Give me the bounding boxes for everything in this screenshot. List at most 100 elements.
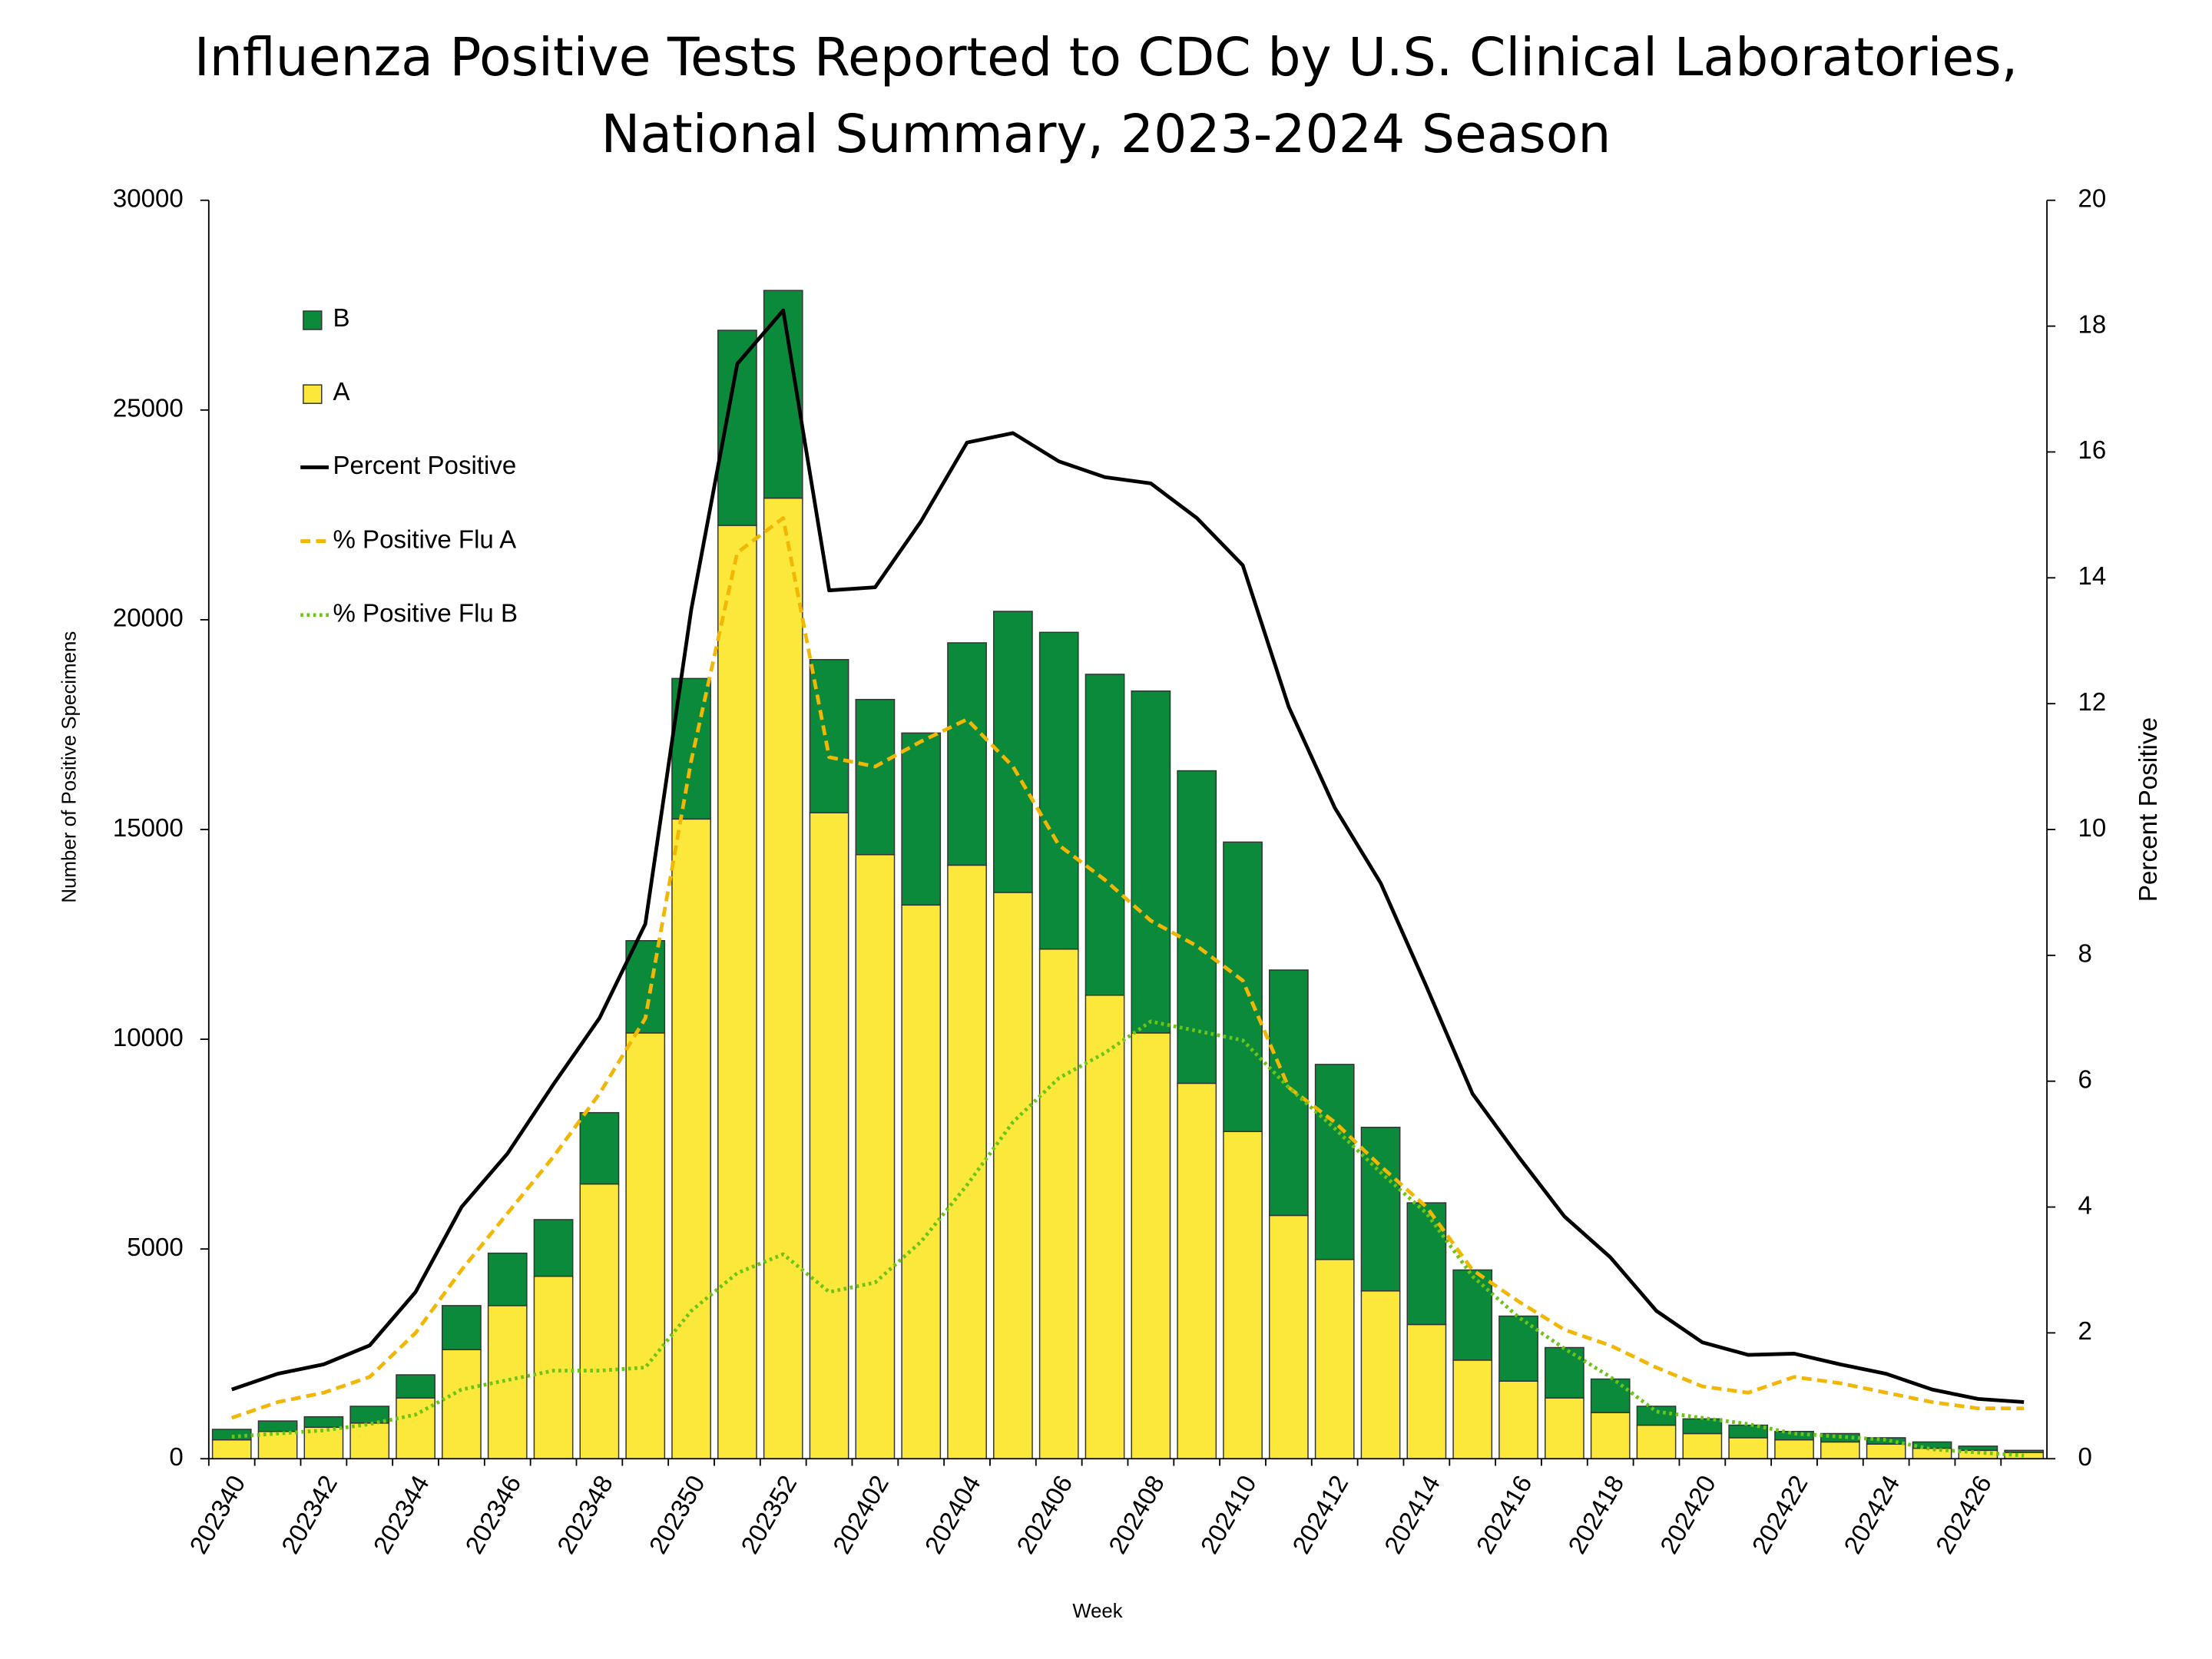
bar [396, 1374, 435, 1399]
bar [993, 611, 1033, 893]
bar [1545, 1397, 1584, 1459]
bar [1177, 770, 1217, 1084]
bar [763, 497, 803, 1459]
bar [1223, 841, 1263, 1132]
legend-swatch [303, 310, 323, 330]
bar [947, 864, 987, 1459]
x-tick-label: 202346 [460, 1471, 527, 1559]
x-tick-label: 202422 [1747, 1471, 1813, 1559]
y-tick-label: 30000 [113, 184, 184, 213]
bar [579, 1111, 620, 1185]
bar [1820, 1441, 1860, 1459]
bar [1636, 1424, 1677, 1459]
bar [1177, 1082, 1217, 1459]
bar [1728, 1424, 1769, 1439]
bar [1682, 1432, 1723, 1459]
y2-tick-label: 2 [2078, 1317, 2092, 1346]
bar [1360, 1290, 1401, 1459]
bar [901, 904, 942, 1459]
y-tick-label: 20000 [113, 604, 184, 633]
bar [1590, 1378, 1631, 1413]
legend-label: % Positive Flu A [333, 525, 517, 554]
y2-tick-label: 12 [2078, 688, 2107, 717]
bar [533, 1219, 574, 1277]
legend-label: B [333, 304, 349, 333]
bar [1038, 631, 1079, 950]
bar [1590, 1412, 1631, 1459]
bar [1866, 1437, 1906, 1445]
y2-tick-label: 8 [2078, 940, 2092, 969]
bar [349, 1406, 390, 1424]
bar [442, 1305, 482, 1350]
y2-tick-label: 20 [2078, 184, 2107, 213]
bar [809, 812, 849, 1459]
x-tick-label: 202402 [828, 1471, 895, 1559]
x-tick-label: 202404 [919, 1471, 986, 1559]
bar [1958, 1445, 1998, 1452]
bar [2004, 1449, 2045, 1453]
bar [487, 1305, 528, 1459]
bar [1084, 674, 1125, 996]
bar [993, 892, 1033, 1459]
x-tick-label: 202406 [1012, 1471, 1078, 1559]
x-tick-label: 202408 [1104, 1471, 1171, 1559]
bar [211, 1439, 252, 1459]
bar [1269, 969, 1309, 1217]
bar [579, 1183, 620, 1459]
bar [1038, 948, 1079, 1459]
line [230, 308, 2025, 1404]
legend-label: % Positive Flu B [333, 599, 518, 628]
bar [855, 698, 896, 856]
bar [487, 1252, 528, 1306]
chart-title: Influenza Positive Tests Reported to CDC… [194, 28, 2018, 88]
y-axis-title: Number of Positive Specimens [59, 631, 81, 903]
bar [717, 525, 757, 1459]
y2-tick-label: 14 [2078, 562, 2107, 591]
bar [1269, 1214, 1309, 1459]
bar [396, 1397, 435, 1459]
x-tick-label: 202412 [1287, 1471, 1354, 1559]
x-tick-label: 202410 [1195, 1471, 1262, 1559]
bar [1498, 1380, 1538, 1459]
y2-tick-label: 16 [2078, 436, 2107, 465]
bar [1545, 1346, 1584, 1399]
y-tick-label: 25000 [113, 395, 184, 423]
bar [625, 1032, 666, 1459]
y2-axis-title: Percent Positive [2134, 717, 2163, 902]
x-tick-label: 202350 [644, 1471, 710, 1559]
y2-tick-label: 10 [2078, 814, 2107, 843]
bar [1131, 690, 1171, 1034]
x-tick-label: 202418 [1563, 1471, 1630, 1559]
x-tick-label: 202420 [1655, 1471, 1722, 1559]
x-tick-label: 202424 [1839, 1471, 1906, 1559]
bar [1084, 994, 1125, 1459]
x-tick-label: 202344 [369, 1471, 435, 1559]
bar [349, 1422, 390, 1459]
legend-label: A [333, 378, 350, 406]
bar [442, 1349, 482, 1459]
x-axis-title: Week [1072, 1601, 1122, 1622]
bar [1314, 1259, 1355, 1459]
y-tick-label: 0 [169, 1443, 183, 1472]
bar [1728, 1437, 1769, 1459]
bar [855, 854, 896, 1459]
bar [1223, 1131, 1263, 1459]
legend-label: Percent Positive [333, 452, 516, 480]
x-tick-label: 202416 [1471, 1471, 1538, 1559]
bar [1912, 1441, 1952, 1449]
bar [1866, 1443, 1906, 1459]
bar [1452, 1359, 1493, 1459]
bar [1314, 1064, 1355, 1260]
x-tick-label: 202426 [1931, 1471, 1998, 1559]
bar [303, 1416, 344, 1429]
x-tick-label: 202414 [1379, 1471, 1446, 1559]
bar [1452, 1269, 1493, 1361]
y2-tick-label: 6 [2078, 1065, 2092, 1094]
bar [533, 1275, 574, 1459]
bar [1406, 1202, 1447, 1326]
bar [1774, 1439, 1814, 1459]
y2-tick-label: 4 [2078, 1191, 2092, 1220]
bar [947, 642, 987, 866]
y2-tick-label: 0 [2078, 1443, 2092, 1472]
